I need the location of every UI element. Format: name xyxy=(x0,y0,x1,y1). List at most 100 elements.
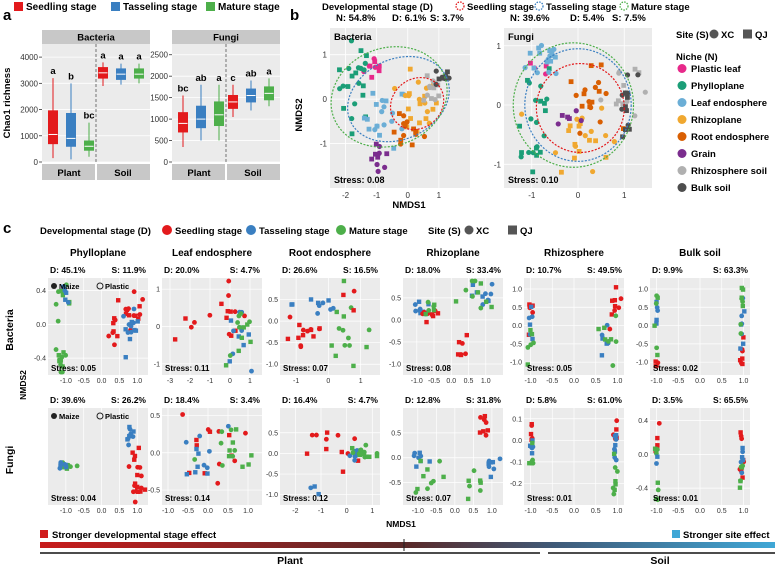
grid-point-3-0-9 xyxy=(417,306,423,312)
grid-xticklabel-0-0: -1.0 xyxy=(60,378,72,385)
grid-point-3-4-0 xyxy=(489,304,494,310)
nmds-point-1-1-11 xyxy=(544,96,550,102)
grid-point-0-0-11 xyxy=(140,296,146,302)
nmds-point-1-1-8 xyxy=(537,149,543,155)
grid-point-5-2-2 xyxy=(652,323,657,328)
grid-yticklabel-3-1: -0.5 xyxy=(389,339,401,346)
grid-point-9-2-2 xyxy=(441,474,446,480)
grid-stat-s-3: S: 33.4% xyxy=(466,265,501,275)
grid-point-2-2-12 xyxy=(351,363,356,369)
grid-point-7-2-8 xyxy=(240,464,245,469)
grid-point-1-0-6 xyxy=(228,309,233,314)
legend-b-niche-marker-0 xyxy=(677,64,687,73)
grid-point-8-2-11 xyxy=(350,450,356,456)
grid-point-1-1-3 xyxy=(249,368,254,374)
nmds-yticklabel-1-1: 0 xyxy=(497,101,502,110)
grid-point-2-0-6 xyxy=(308,327,314,333)
legend-b-niche-label-0: Plastic leaf xyxy=(691,64,741,75)
nmds-point-1-4-14 xyxy=(579,103,585,109)
grid-point-10-2-4 xyxy=(530,440,535,446)
grid-point-10-5-3 xyxy=(614,469,620,474)
nmds-point-0-1-20 xyxy=(358,48,364,54)
grid-point-2-2-10 xyxy=(341,314,347,319)
legend-b-niche-label-6: Rhizosphere soil xyxy=(691,166,767,177)
nmds-point-1-3-15 xyxy=(552,150,559,156)
legend-a-swatch-seedling xyxy=(14,2,23,11)
grid-stat-d-10: D: 5.8% xyxy=(526,395,557,405)
legend-b-site-title: Site (S) xyxy=(676,30,709,41)
grid-point-11-4-0 xyxy=(740,445,745,451)
legend-b-niche-label-1: Phylloplane xyxy=(691,81,744,92)
box-letter-1-4: ab xyxy=(245,68,256,79)
grid-point-6-1-4 xyxy=(132,457,137,462)
grid-bg-3 xyxy=(403,278,503,375)
legend-b-seedling-marker xyxy=(455,1,465,11)
grid-panel-0-5: Bulk soil D: 9.9% S: 63.3% -1.0 -0.5 0.0 0.5 1.… xyxy=(636,248,750,385)
nmds-point-0-2-6 xyxy=(370,90,376,96)
nmds-point-0-3-8 xyxy=(422,93,428,99)
legend-c-effect-swatch-site xyxy=(672,530,680,538)
grid-point-7-1-10 xyxy=(193,470,198,475)
grid-point-4-5-3 xyxy=(610,363,616,368)
nmds-point-1-4-12 xyxy=(588,63,594,69)
grid-point-6-3-4 xyxy=(58,463,63,468)
nmds-point-0-2-14 xyxy=(366,126,372,132)
nmds-point-1-3-1 xyxy=(599,105,605,111)
nmds-point-0-0-4 xyxy=(376,63,382,69)
nmds-point-0-0-1 xyxy=(371,56,377,62)
grid-point-6-4-2 xyxy=(135,484,140,490)
legend-a-swatch-tasseling xyxy=(111,2,120,11)
grid-point-1-3-3 xyxy=(188,324,194,330)
grid-point-2-2-4 xyxy=(341,278,347,284)
grid-point-0-2-0 xyxy=(135,319,140,324)
nmds-point-1-4-0 xyxy=(581,91,587,97)
grid-xticklabel-4-2: 0.0 xyxy=(569,378,579,385)
grid-yticklabel-0-2: 0.4 xyxy=(36,288,46,295)
nmds-point-0-1-17 xyxy=(361,67,367,73)
nmds-point-1-1-2 xyxy=(534,152,539,158)
nmds-xticklabel-1-1: 0 xyxy=(576,191,581,200)
grid-yticklabel-4-3: 0.5 xyxy=(512,305,522,312)
grid-point-0-2-6 xyxy=(129,319,134,325)
nmds-stress-0: Stress: 0.08 xyxy=(334,175,385,185)
nmds-stat-n-1: N: 39.6% xyxy=(510,13,550,24)
nmds-point-1-1-19 xyxy=(526,149,532,156)
legend-b: Developmental stage (D) Seedling stage T… xyxy=(322,1,769,194)
grid-yticklabel-9-2: 0.5 xyxy=(391,430,401,437)
box-yticklabel-0-2: 2000 xyxy=(20,106,38,115)
nmds-title-1: Fungi xyxy=(508,32,534,43)
grid-stat-s-6: S: 26.2% xyxy=(111,395,146,405)
grid-yticklabel-9-0: -0.5 xyxy=(389,480,401,487)
grid-point-0-0-12 xyxy=(133,313,138,318)
box-0-2 xyxy=(84,140,94,151)
grid-panel-1-5: D: 3.5% S: 65.5% -1.0 -0.5 0.0 0.5 1.0 -0.4 0.0 0… xyxy=(636,395,750,515)
grid-point-9-0-5 xyxy=(478,415,483,420)
grid-panel-1-3: D: 12.8% S: 31.8% -1.0 -0.5 0.0 0.5 1.0 -0.5 0.0… xyxy=(389,395,503,515)
grid-stat-s-10: S: 61.0% xyxy=(587,395,622,405)
nmds-point-1-6-5 xyxy=(624,98,630,105)
grid-point-10-3-1 xyxy=(614,418,620,424)
grid-point-8-0-3 xyxy=(314,432,319,438)
nmds-point-0-3-2 xyxy=(417,120,422,126)
nmds-point-0-1-14 xyxy=(337,67,342,73)
nmds-ellipse-1-0 xyxy=(535,62,625,154)
legend-b-site-xc-marker xyxy=(709,29,719,39)
grid-xticklabel-6-3: 0.5 xyxy=(115,508,125,515)
grid-xticklabel-8-0: -2 xyxy=(292,508,298,515)
grid-point-7-0-1 xyxy=(232,458,238,464)
grid-point-0-5-4 xyxy=(63,290,69,295)
grid-point-1-2-5 xyxy=(236,313,242,319)
grid-point-0-3-10 xyxy=(57,358,62,364)
nmds-point-1-4-3 xyxy=(573,92,579,98)
grid-point-1-3-2 xyxy=(183,316,188,321)
grid-point-7-1-11 xyxy=(206,448,212,454)
grid-point-9-0-0 xyxy=(481,429,486,434)
legend-c-mature-marker xyxy=(336,225,346,235)
nmds-point-0-5-9 xyxy=(375,168,381,174)
box-group-label-1-0: Plant xyxy=(187,168,211,179)
grid-point-6-2-5 xyxy=(74,463,80,469)
nmds-point-1-5-5 xyxy=(573,108,579,114)
grid-point-1-2-7 xyxy=(237,324,242,330)
grid-point-1-2-1 xyxy=(235,320,240,325)
grid-point-8-0-2 xyxy=(355,458,361,463)
